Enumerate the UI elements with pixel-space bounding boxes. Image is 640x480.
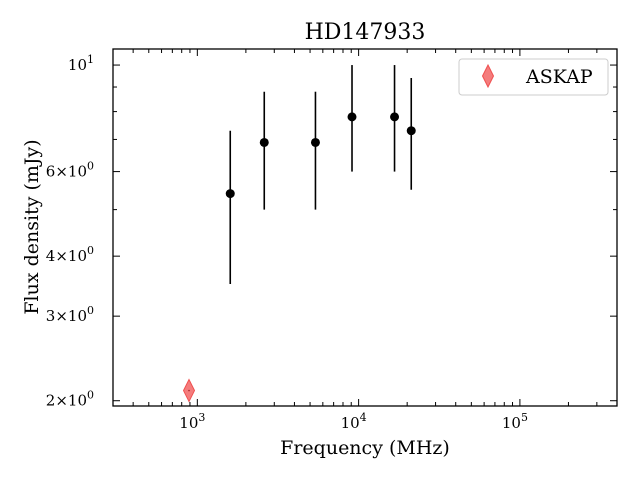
- y-tick-label: 2×100: [46, 389, 94, 410]
- x-tick-label: 104: [341, 411, 367, 432]
- askap-point-center: [188, 389, 190, 392]
- data-point: [347, 112, 357, 122]
- data-point: [406, 126, 416, 136]
- data-point: [259, 137, 269, 147]
- legend-askap-label: ASKAP: [525, 66, 593, 88]
- y-tick-label: 3×100: [46, 304, 94, 325]
- data-point: [225, 189, 235, 199]
- y-axis-label: Flux density (mJy): [21, 139, 43, 314]
- legend: ASKAP: [458, 58, 609, 96]
- x-tick-label: 105: [502, 411, 528, 432]
- legend-askap-marker: [481, 63, 495, 89]
- plot-frame: [112, 48, 618, 407]
- y-tick-label: 6×100: [46, 160, 94, 181]
- y-tick-label: 4×100: [46, 244, 94, 265]
- y-tick-label: 101: [68, 53, 94, 74]
- legend-box: [458, 58, 609, 96]
- plot-marks: [182, 65, 416, 403]
- x-tick-label: 103: [179, 411, 205, 432]
- legend-diamond: [481, 63, 495, 89]
- data-point: [390, 112, 400, 122]
- axis-tick-labels: 103 104 105 2×100 3×100 4×100 6×100 101: [46, 53, 528, 432]
- chart-title: HD147933: [305, 20, 426, 45]
- x-axis-label: Frequency (MHz): [280, 437, 450, 459]
- data-point: [310, 137, 320, 147]
